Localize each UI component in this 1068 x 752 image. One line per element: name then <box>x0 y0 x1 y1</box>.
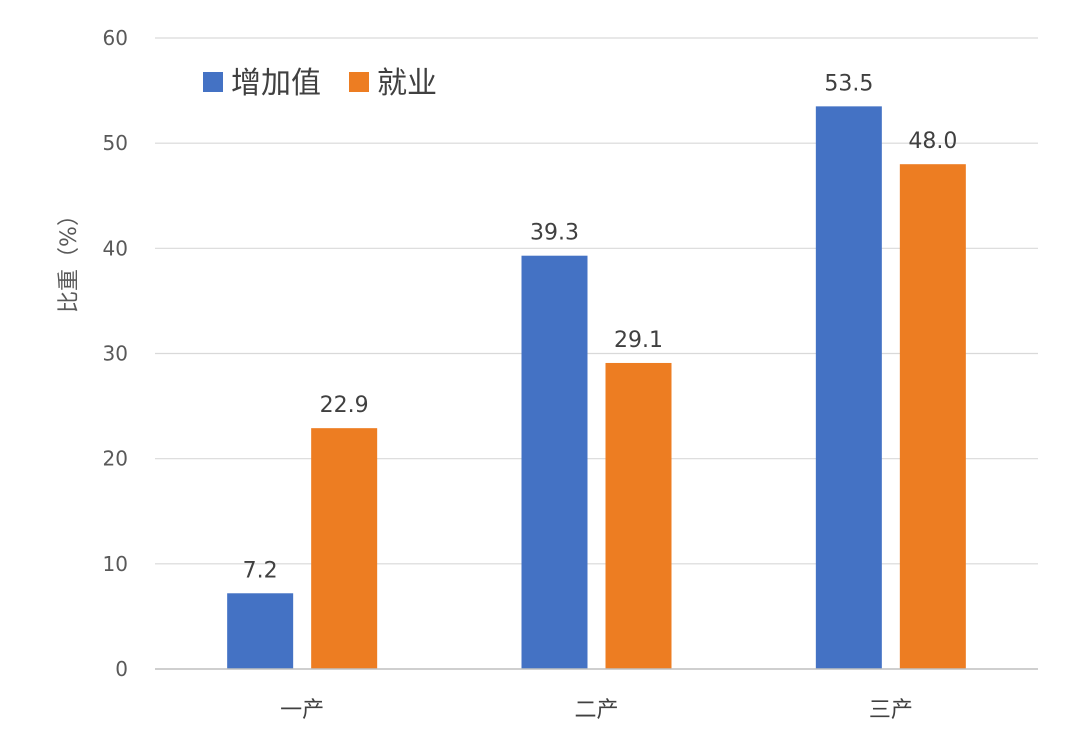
y-tick-label: 40 <box>103 236 128 260</box>
y-tick-label: 30 <box>103 342 128 366</box>
x-category-label: 一产 <box>280 698 324 723</box>
y-tick-label: 10 <box>103 552 128 576</box>
legend-swatch <box>349 72 369 92</box>
bar <box>815 106 882 669</box>
y-tick-label: 50 <box>103 131 128 155</box>
bars <box>227 106 966 669</box>
bar <box>311 428 378 669</box>
gridlines <box>155 37 1038 565</box>
y-axis-title: 比重（%） <box>57 204 82 313</box>
y-tick-label: 0 <box>115 657 128 681</box>
x-axis-categories: 一产 二产 三产 <box>280 698 913 723</box>
bar <box>521 255 588 669</box>
legend-label: 就业 <box>377 66 437 101</box>
data-label: 29.1 <box>614 328 663 353</box>
x-category-label: 三产 <box>869 698 913 723</box>
y-tick-label: 20 <box>103 447 128 471</box>
y-tick-label: 60 <box>103 26 128 50</box>
legend: 增加值 就业 <box>203 66 437 101</box>
data-label: 53.5 <box>824 71 873 96</box>
data-label: 7.2 <box>243 558 278 583</box>
data-labels: 7.2 22.9 39.3 29.1 53.5 48.0 <box>243 71 958 583</box>
data-label: 39.3 <box>530 221 579 246</box>
bar <box>899 164 966 669</box>
data-label: 22.9 <box>320 393 369 418</box>
bar <box>227 593 294 669</box>
legend-label: 增加值 <box>231 66 321 101</box>
legend-swatch <box>203 72 223 92</box>
y-axis-ticks: 0 10 20 30 40 50 60 <box>103 26 128 681</box>
x-category-label: 二产 <box>574 698 618 723</box>
data-label: 48.0 <box>908 129 957 154</box>
bar <box>605 362 672 669</box>
